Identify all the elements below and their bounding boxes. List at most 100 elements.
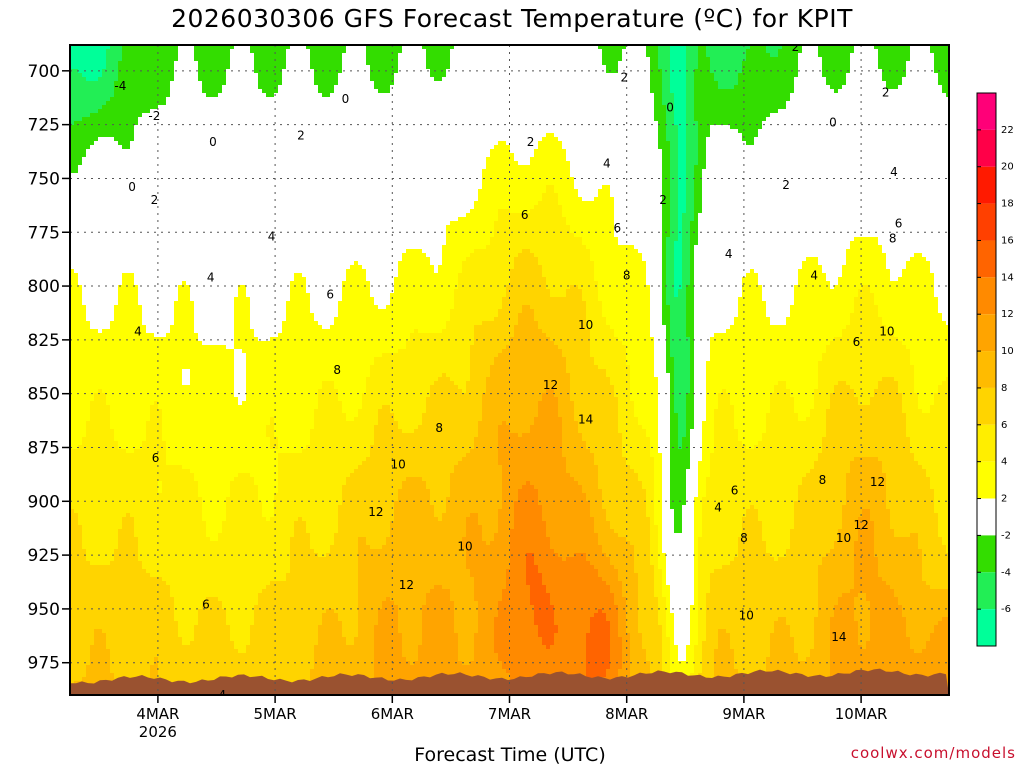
- contour-label-44: 12: [870, 475, 885, 489]
- colorbar-label-2: 2: [1001, 494, 1007, 505]
- colorbar-label-8: 8: [1001, 383, 1007, 394]
- contour-label-8: 4: [207, 270, 215, 284]
- contour-label-12: 6: [152, 451, 160, 465]
- y-tick-label-825: 825: [28, 331, 60, 351]
- y-tick-label-950: 950: [28, 600, 60, 620]
- x-tick-label-9MAR: 9MAR: [722, 705, 765, 723]
- colorbar-label-16: 16: [1001, 235, 1014, 246]
- contour-label-24: 8: [623, 268, 631, 282]
- y-tick-label-850: 850: [28, 385, 60, 405]
- x-tick-label-4MAR: 4MAR: [136, 705, 179, 723]
- contour-label-7: 4: [268, 230, 276, 244]
- colorbar-swatch-3: [977, 204, 996, 241]
- contour-label-48: 4: [890, 165, 898, 179]
- contour-label-20: 6: [521, 208, 529, 222]
- contour-label-29: 0: [666, 100, 674, 114]
- contour-label-34: 8: [740, 531, 748, 545]
- colorbar-swatch-14: [977, 609, 996, 646]
- y-tick-label-975: 975: [28, 654, 60, 674]
- x-tick-label-7MAR: 7MAR: [488, 705, 531, 723]
- colorbar-label-4: 4: [1001, 457, 1007, 468]
- x-tick-label-10MAR: 10MAR: [835, 705, 888, 723]
- contour-label-23: 14: [578, 413, 593, 427]
- contour-label-39: 0: [829, 115, 837, 129]
- contour-label-6: 2: [297, 128, 305, 142]
- contour-label-10: 6: [326, 288, 334, 302]
- colorbar-swatch-6: [977, 314, 996, 351]
- contour-label-40: 6: [853, 335, 861, 349]
- contour-label-31: 4: [725, 247, 733, 261]
- colorbar-label-20: 20: [1001, 162, 1014, 173]
- contour-label-47: 6: [895, 217, 903, 231]
- colorbar-label--4: -4: [1001, 567, 1011, 578]
- y-tick-label-700: 700: [28, 62, 60, 82]
- contour-label-28: 2: [527, 135, 535, 149]
- contour-label-38: 2: [792, 40, 800, 54]
- colorbar-swatch-4: [977, 240, 996, 277]
- colorbar-label--2: -2: [1001, 530, 1011, 541]
- contour-label-27: 2: [621, 70, 629, 84]
- contour-label-33: 4: [714, 501, 722, 515]
- x-tick-sublabel-4MAR: 2026: [139, 723, 177, 741]
- contour-label-37: 2: [782, 178, 790, 192]
- colorbar-swatch-8: [977, 388, 996, 425]
- contour-label-0: -4: [114, 79, 126, 93]
- x-axis-label: Forecast Time (UTC): [300, 744, 720, 766]
- contour-label-21: 12: [543, 378, 558, 392]
- contour-label-42: 10: [836, 531, 851, 545]
- contour-label-16: 10: [391, 458, 406, 472]
- contour-label-49: 2: [882, 85, 890, 99]
- y-tick-label-800: 800: [28, 277, 60, 297]
- x-tick-label-6MAR: 6MAR: [371, 705, 414, 723]
- colorbar-swatch-2: [977, 167, 996, 204]
- colorbar-swatch-0: [977, 93, 996, 130]
- contour-label-45: 10: [879, 324, 894, 338]
- colorbar-swatch-5: [977, 277, 996, 314]
- contour-label-32: 6: [731, 484, 739, 498]
- colorbar-swatch-12: [977, 535, 996, 572]
- contour-label-2: 0: [209, 135, 217, 149]
- contour-label-25: 6: [614, 221, 622, 235]
- contour-label-19: 10: [457, 539, 472, 553]
- colorbar-label-14: 14: [1001, 272, 1014, 283]
- x-tick-label-5MAR: 5MAR: [254, 705, 297, 723]
- x-tick-label-8MAR: 8MAR: [605, 705, 648, 723]
- contour-label-9: 4: [134, 324, 142, 338]
- colorbar-swatch-10: [977, 462, 996, 499]
- contour-label-5: 0: [342, 92, 350, 106]
- y-tick-label-875: 875: [28, 438, 60, 458]
- contour-label-15: 12: [368, 505, 383, 519]
- contour-label-4: 2: [151, 193, 159, 207]
- colorbar-label-6: 6: [1001, 420, 1007, 431]
- contour-label-30: 2: [659, 193, 667, 207]
- colorbar-swatch-7: [977, 351, 996, 388]
- colorbar-swatch-11: [977, 499, 996, 536]
- contour-label-11: 8: [333, 363, 341, 377]
- colorbar-swatch-1: [977, 130, 996, 167]
- contour-label-1: -2: [148, 109, 160, 123]
- colorbar-label-12: 12: [1001, 309, 1014, 320]
- contour-label-35: 10: [739, 608, 754, 622]
- y-tick-label-775: 775: [28, 223, 60, 243]
- contour-label-18: 8: [435, 421, 443, 435]
- colorbar-swatch-9: [977, 425, 996, 462]
- contour-label-3: 0: [128, 180, 136, 194]
- contour-label-17: 12: [399, 578, 414, 592]
- y-tick-label-900: 900: [28, 492, 60, 512]
- contour-label-36: 4: [810, 268, 818, 282]
- y-tick-label-725: 725: [28, 116, 60, 136]
- contour-label-46: 8: [889, 232, 897, 246]
- y-tick-label-750: 750: [28, 169, 60, 189]
- colorbar-swatch-13: [977, 572, 996, 609]
- colorbar-label-22: 22: [1001, 125, 1014, 136]
- contour-label-13: 6: [202, 598, 210, 612]
- contour-label-43: 12: [853, 518, 868, 532]
- contour-label-22: 10: [578, 318, 593, 332]
- colorbar-label--6: -6: [1001, 604, 1011, 615]
- colorbar-label-10: 10: [1001, 346, 1014, 357]
- contour-label-50: 14: [831, 630, 846, 644]
